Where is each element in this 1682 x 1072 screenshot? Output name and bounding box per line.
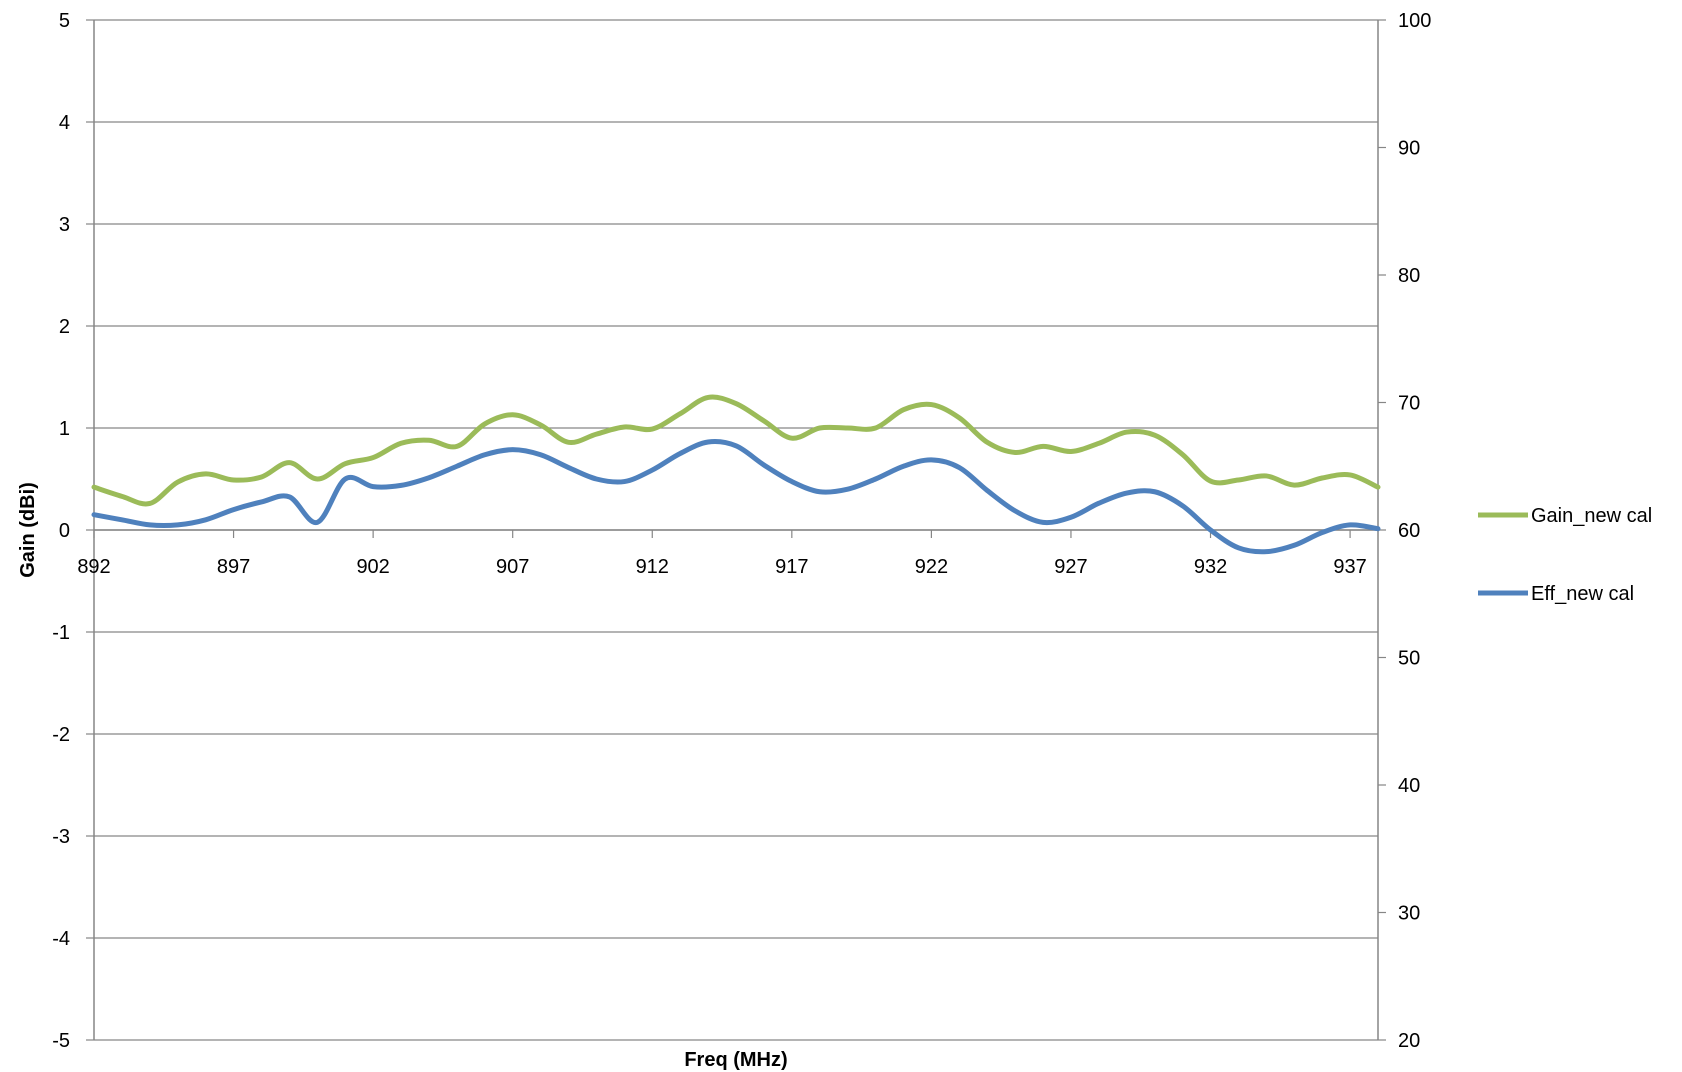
- y2-tick-label: 100: [1398, 10, 1431, 32]
- chart-axes: [93, 20, 1379, 1040]
- x-tick-label: 922: [915, 556, 948, 578]
- y2-tick-label: 20: [1398, 1030, 1420, 1052]
- y2-tick-label: 80: [1398, 265, 1420, 287]
- y2-tick-label: 50: [1398, 648, 1420, 670]
- x-tick-label: 912: [636, 556, 669, 578]
- y-tick-label: 1: [59, 418, 70, 440]
- x-axis-title: Freq (MHz): [684, 1049, 787, 1071]
- legend-label-eff: Eff_new cal: [1531, 583, 1634, 605]
- x-axis-tick-labels: 892 897 902 907 912 917 922 927 932 937: [77, 556, 1366, 578]
- y2-tick-label: 70: [1398, 393, 1420, 415]
- legend: Gain_new cal Eff_new cal: [1478, 505, 1652, 605]
- x-tick-label: 917: [775, 556, 808, 578]
- y-tick-label: -1: [52, 622, 70, 644]
- y2-tick-label: 90: [1398, 138, 1420, 160]
- x-tick-label: 937: [1333, 556, 1366, 578]
- series-lines: [91, 394, 1381, 555]
- x-tick-label: 927: [1054, 556, 1087, 578]
- y2-tick-label: 30: [1398, 903, 1420, 925]
- x-tick-label: 907: [496, 556, 529, 578]
- y-tick-label: -3: [52, 826, 70, 848]
- legend-item-eff: Eff_new cal: [1478, 583, 1634, 605]
- y-tick-label: 3: [59, 214, 70, 236]
- x-tick-label: 897: [217, 556, 250, 578]
- y-tick-label: 5: [59, 10, 70, 32]
- y-tick-label: -5: [52, 1030, 70, 1052]
- series-line-gain: [91, 394, 1381, 507]
- x-tick-label: 892: [77, 556, 110, 578]
- y-tick-label: -4: [52, 928, 70, 950]
- y2-tick-label: 60: [1398, 520, 1420, 542]
- y2-axis-tick-labels: 100 90 80 70 60 50 40 30 20: [1398, 10, 1431, 1052]
- y-tick-label: 4: [59, 112, 70, 134]
- y-axis-tick-labels: 5 4 3 2 1 0 -1 -2 -3 -4 -5: [52, 10, 70, 1052]
- y-axis-title: Gain (dBi): [17, 482, 39, 578]
- series-line-eff: [91, 439, 1381, 555]
- y2-tick-label: 40: [1398, 775, 1420, 797]
- x-tick-label: 932: [1194, 556, 1227, 578]
- legend-item-gain: Gain_new cal: [1478, 505, 1652, 527]
- y-tick-label: 0: [59, 520, 70, 542]
- y-tick-label: -2: [52, 724, 70, 746]
- y-tick-label: 2: [59, 316, 70, 338]
- legend-label-gain: Gain_new cal: [1531, 505, 1652, 527]
- x-tick-label: 902: [356, 556, 389, 578]
